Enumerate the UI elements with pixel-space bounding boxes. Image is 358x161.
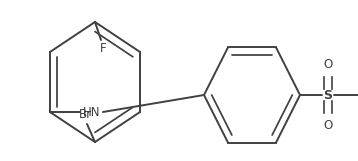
Text: HN: HN	[83, 105, 101, 118]
Text: Br: Br	[78, 108, 92, 121]
Text: F: F	[100, 42, 106, 55]
Text: O: O	[323, 119, 333, 132]
Text: S: S	[324, 89, 333, 101]
Text: O: O	[323, 58, 333, 71]
